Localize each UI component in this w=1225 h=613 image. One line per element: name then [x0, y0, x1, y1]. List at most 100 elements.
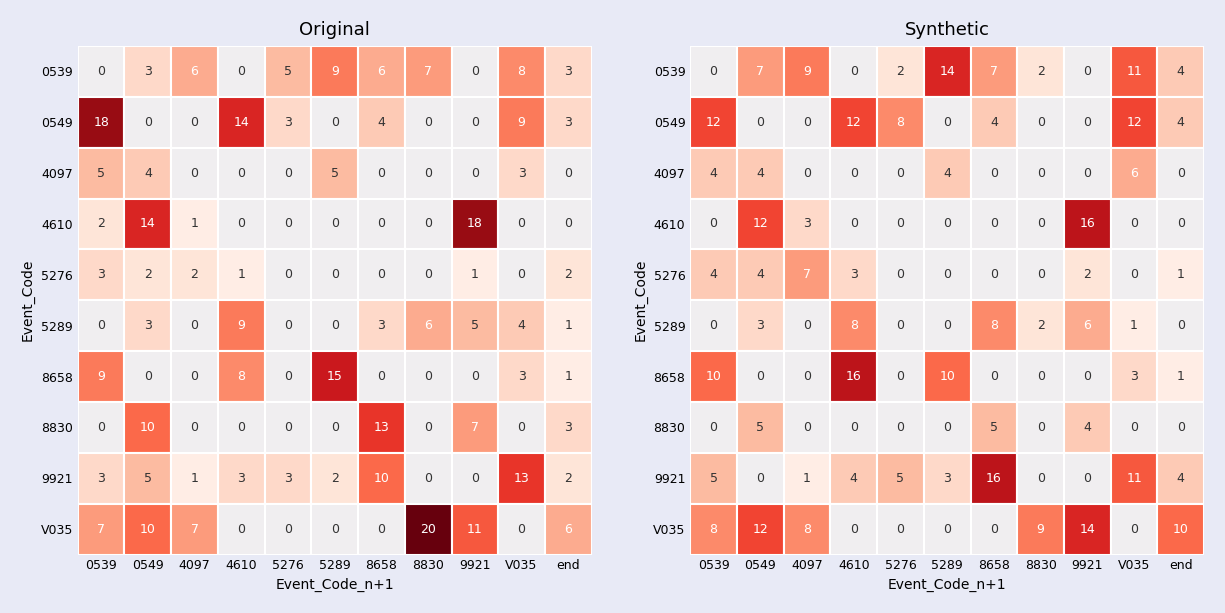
Text: 1: 1: [565, 319, 572, 332]
Text: 0: 0: [990, 167, 998, 180]
Text: 2: 2: [191, 268, 198, 281]
Bar: [499, 249, 545, 300]
Bar: [218, 453, 265, 504]
Bar: [1158, 148, 1204, 199]
Text: 3: 3: [284, 116, 292, 129]
Text: 12: 12: [706, 116, 722, 129]
Text: 0: 0: [191, 116, 198, 129]
Bar: [77, 402, 125, 453]
Text: 8: 8: [518, 65, 526, 78]
Bar: [125, 148, 172, 199]
Bar: [172, 46, 218, 97]
Bar: [831, 504, 877, 555]
Bar: [831, 300, 877, 351]
Bar: [690, 148, 737, 199]
Bar: [311, 453, 358, 504]
Bar: [404, 351, 452, 402]
Bar: [499, 97, 545, 148]
Bar: [311, 97, 358, 148]
Bar: [1111, 249, 1158, 300]
Text: 0: 0: [804, 370, 811, 383]
Bar: [877, 453, 924, 504]
Text: 0: 0: [897, 167, 904, 180]
Text: 0: 0: [424, 370, 432, 383]
Bar: [311, 351, 358, 402]
Text: 0: 0: [897, 319, 904, 332]
Bar: [784, 46, 831, 97]
Text: 0: 0: [1036, 167, 1045, 180]
Bar: [358, 97, 404, 148]
Text: 2: 2: [897, 65, 904, 78]
Bar: [452, 504, 499, 555]
Text: 3: 3: [377, 319, 386, 332]
Text: 3: 3: [238, 472, 245, 485]
Bar: [1017, 402, 1065, 453]
Bar: [970, 249, 1017, 300]
Bar: [1017, 148, 1065, 199]
Bar: [404, 453, 452, 504]
Text: 4: 4: [377, 116, 386, 129]
Text: 0: 0: [191, 319, 198, 332]
Bar: [358, 199, 404, 249]
Text: 0: 0: [424, 218, 432, 230]
Text: 0: 0: [97, 421, 105, 434]
Text: 10: 10: [940, 370, 956, 383]
Bar: [784, 504, 831, 555]
Text: 14: 14: [1079, 523, 1095, 536]
Bar: [218, 148, 265, 199]
Text: 0: 0: [1083, 65, 1091, 78]
Text: 13: 13: [374, 421, 390, 434]
Text: 6: 6: [377, 65, 386, 78]
Bar: [452, 148, 499, 199]
Bar: [970, 351, 1017, 402]
Bar: [545, 249, 592, 300]
Text: 0: 0: [1083, 370, 1091, 383]
Bar: [218, 249, 265, 300]
Text: 3: 3: [97, 472, 105, 485]
Bar: [499, 504, 545, 555]
Bar: [172, 300, 218, 351]
Bar: [737, 46, 784, 97]
Text: 3: 3: [804, 218, 811, 230]
Text: 0: 0: [1036, 268, 1045, 281]
Bar: [218, 402, 265, 453]
Text: 0: 0: [470, 116, 479, 129]
Bar: [125, 351, 172, 402]
Text: 0: 0: [284, 319, 292, 332]
Bar: [1158, 402, 1204, 453]
Bar: [499, 46, 545, 97]
Text: 0: 0: [897, 523, 904, 536]
Bar: [545, 504, 592, 555]
X-axis label: Event_Code_n+1: Event_Code_n+1: [888, 578, 1007, 592]
Bar: [924, 199, 970, 249]
Bar: [1065, 97, 1111, 148]
Text: 15: 15: [327, 370, 343, 383]
Bar: [77, 46, 125, 97]
Bar: [125, 453, 172, 504]
Bar: [1111, 97, 1158, 148]
Text: 5: 5: [97, 167, 105, 180]
Bar: [125, 249, 172, 300]
Bar: [1111, 46, 1158, 97]
Bar: [77, 300, 125, 351]
Text: 4: 4: [943, 167, 951, 180]
Text: 7: 7: [804, 268, 811, 281]
Bar: [265, 453, 311, 504]
Text: 5: 5: [990, 421, 998, 434]
Text: 5: 5: [709, 472, 718, 485]
Text: 8: 8: [850, 319, 858, 332]
Text: 0: 0: [238, 65, 245, 78]
Bar: [737, 148, 784, 199]
Text: 0: 0: [284, 167, 292, 180]
Text: 0: 0: [897, 218, 904, 230]
Text: 6: 6: [191, 65, 198, 78]
Bar: [831, 453, 877, 504]
Text: 0: 0: [943, 218, 952, 230]
Text: 0: 0: [331, 319, 339, 332]
Bar: [77, 148, 125, 199]
Bar: [1111, 453, 1158, 504]
Bar: [690, 300, 737, 351]
Bar: [452, 249, 499, 300]
Bar: [831, 249, 877, 300]
Bar: [311, 148, 358, 199]
